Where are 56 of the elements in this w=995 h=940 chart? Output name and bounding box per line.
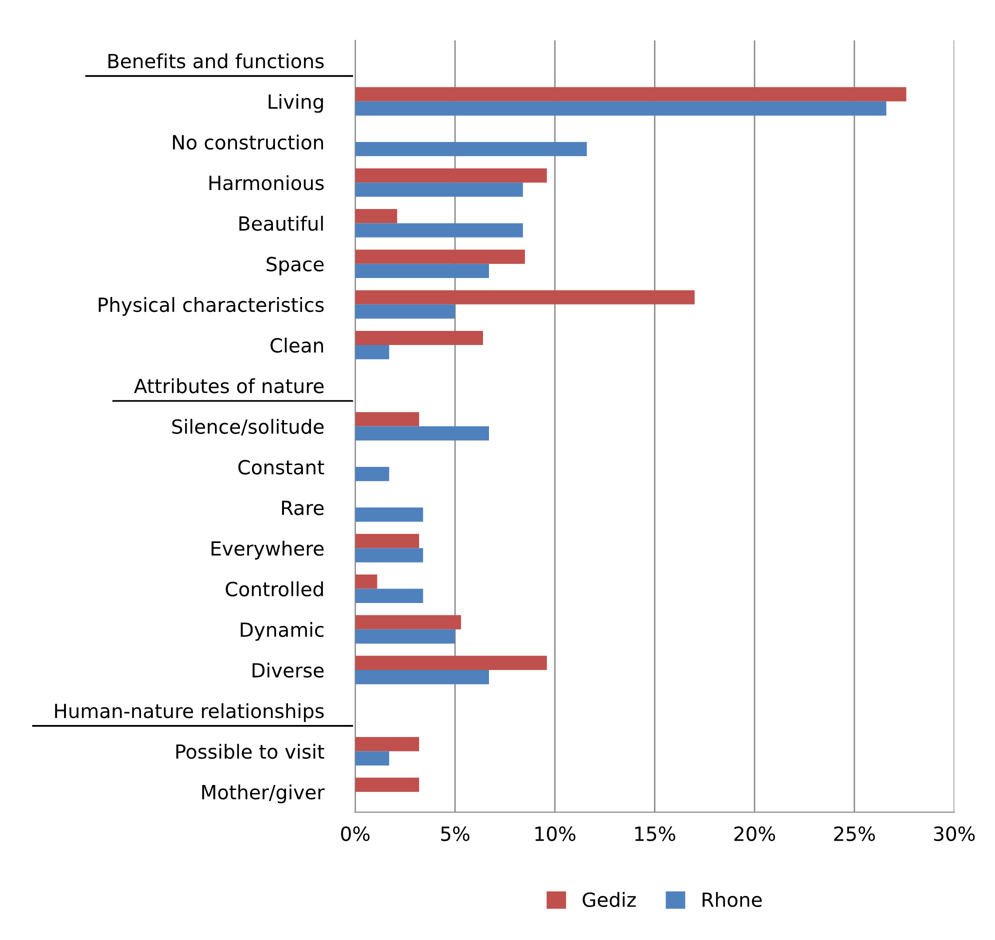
y-tick-label: Human-nature relationships [55,703,324,722]
bar [355,751,390,766]
bar [355,426,489,441]
y-tick-label: Diverse [252,662,324,678]
bar [355,223,523,238]
bar [355,182,523,197]
bar [355,142,587,156]
bar [355,330,483,346]
bar [355,304,456,319]
x-tick-label: 5% [441,826,470,842]
bar [355,508,424,522]
y-tick-label: Rare [282,500,324,516]
bar [355,101,886,116]
bar [355,466,390,482]
bar [355,264,489,278]
y-tick-label: No construction [173,134,324,150]
y-tick-label: Constant [238,460,324,475]
y-tick-label: Physical characteristics [98,297,324,316]
y-tick-label: Mother/giver [202,784,325,804]
bar [355,656,547,670]
bar [355,588,424,603]
y-tick-label: Beautiful [239,216,323,231]
bar [355,345,390,360]
y-tick-label: Living [268,94,323,113]
y-tick-label: Harmonious [209,175,324,190]
bar [355,574,378,589]
bar [355,412,420,426]
x-tick-label: 25% [834,826,875,842]
bar [355,290,695,304]
legend-label: Rhone [702,892,762,908]
bar [355,737,420,752]
bar [355,250,525,264]
bar [355,670,489,684]
bar [355,208,398,224]
y-tick-label: Everywhere [212,540,324,560]
x-tick-label: 15% [635,826,676,842]
y-tick-label: Space [266,256,324,276]
y-tick-label: Controlled [226,581,323,596]
bar [355,548,424,562]
x-tick-label: 20% [734,826,776,842]
x-tick-label: 10% [535,826,576,842]
bar [355,534,420,548]
y-tick-label: Benefits and functions [108,53,324,68]
y-tick-label: Clean [270,338,324,353]
y-tick-label: Possible to visit [176,744,324,759]
bar [355,615,462,630]
bar [355,629,456,644]
legend-label: Gediz [582,892,636,908]
y-tick-label: Dynamic [240,622,324,641]
bar [355,87,906,102]
y-tick-label: Attributes of nature [134,378,324,394]
x-tick-label: 30% [934,826,975,842]
bar [355,168,547,183]
y-tick-label: Silence/solitude [172,418,324,436]
bar [355,778,420,792]
x-tick-label: 0% [341,826,370,842]
